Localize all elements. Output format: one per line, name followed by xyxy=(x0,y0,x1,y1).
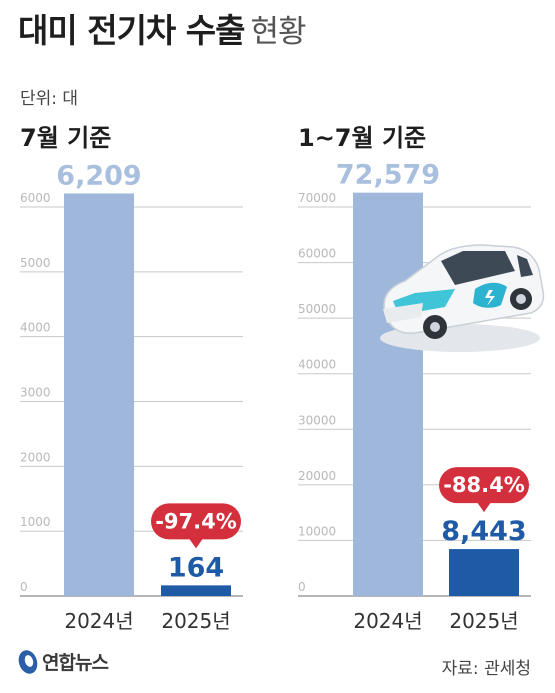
chart-right: 1~7월 기준 0 10000 20000 30000 40000 50000 60000 7… xyxy=(298,124,531,633)
bar-2025 xyxy=(161,585,231,596)
source-label: 자료: 관세청 xyxy=(441,659,531,679)
bar-value-label: 8,443 xyxy=(441,516,526,547)
x-category-label: 2024년 xyxy=(64,609,133,633)
y-tick-label: 30000 xyxy=(298,413,336,427)
y-tick-label: 50000 xyxy=(298,302,336,316)
yonhap-logo-icon xyxy=(18,649,38,674)
bar-2024 xyxy=(64,193,134,596)
brand-name: 연합뉴스 xyxy=(42,652,109,674)
change-badge-bg xyxy=(439,467,529,504)
x-category-label: 2024년 xyxy=(353,609,422,633)
y-tick-label: 1000 xyxy=(20,515,51,529)
bar-2025 xyxy=(449,549,519,596)
change-badge-label: -97.4% xyxy=(155,509,237,533)
change-badge-label: -88.4% xyxy=(443,473,525,497)
brand: 연합뉴스 xyxy=(17,648,109,675)
change-badge-pointer xyxy=(189,538,203,549)
change-badge-pointer xyxy=(477,502,491,513)
y-tick-label: 40000 xyxy=(298,358,336,372)
y-tick-label: 20000 xyxy=(298,469,336,483)
y-tick-label: 0 xyxy=(298,580,306,594)
chart-left-title: 7월 기준 xyxy=(20,124,111,152)
y-tick-label: 6000 xyxy=(20,191,51,205)
title-sub: 현황 xyxy=(250,14,307,50)
chart-left: 7월 기준 0 1000 2000 3000 4000 5000 6000 6,209 2024… xyxy=(20,124,243,633)
y-tick-label: 4000 xyxy=(20,321,51,335)
chart-right-title: 1~7월 기준 xyxy=(298,124,426,152)
y-tick-label: 2000 xyxy=(20,450,51,464)
y-tick-label: 5000 xyxy=(20,256,51,270)
change-badge: -88.4% xyxy=(439,467,529,513)
title-main: 대미 전기차 수출 xyxy=(18,11,245,50)
bar-value-label: 72,579 xyxy=(336,160,440,191)
change-badge: -97.4% xyxy=(151,503,241,549)
chart-right-plot: 0 10000 20000 30000 40000 50000 60000 7000072,5… xyxy=(298,160,531,633)
bar-2024 xyxy=(353,192,423,596)
y-tick-label: 0 xyxy=(20,580,28,594)
bar-value-label: 164 xyxy=(168,552,224,583)
page-title: 대미 전기차 수출 현황 xyxy=(18,11,307,50)
y-tick-label: 3000 xyxy=(20,386,51,400)
x-category-label: 2025년 xyxy=(161,609,230,633)
x-category-label: 2025년 xyxy=(449,609,518,633)
bar-value-label: 6,209 xyxy=(56,160,141,191)
y-tick-label: 70000 xyxy=(298,191,336,205)
change-badge-bg xyxy=(151,503,241,540)
chart-left-plot: 0 1000 2000 3000 4000 5000 6000 6,209 2024년 164 20… xyxy=(20,160,243,633)
y-tick-label: 10000 xyxy=(298,524,336,538)
y-tick-label: 60000 xyxy=(298,247,336,261)
unit-label: 단위: 대 xyxy=(20,89,79,109)
electric-car-icon xyxy=(380,244,545,352)
